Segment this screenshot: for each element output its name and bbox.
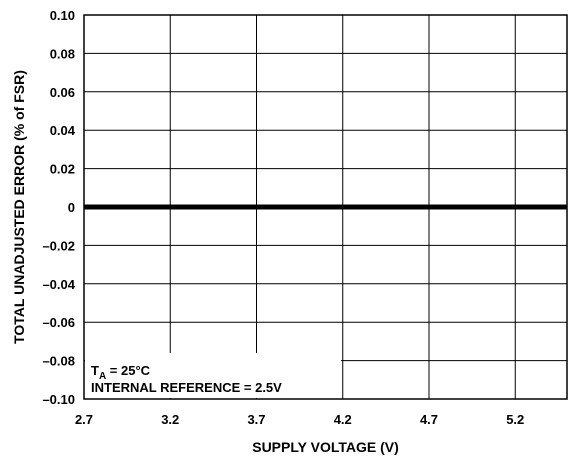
y-tick-label: 0.10 [50,8,75,23]
y-tick-label: 0 [68,200,75,215]
annotation-box: TA = 25°C INTERNAL REFERENCE = 2.5V [85,353,341,398]
y-tick-label: –0.06 [42,315,75,330]
x-tick-label: 2.7 [75,412,93,427]
x-tick-label: 3.2 [161,412,179,427]
y-tick-label: 0.04 [50,123,76,138]
y-tick-label: –0.02 [42,238,75,253]
annotation-temperature: TA = 25°C [91,363,151,382]
x-axis-title: SUPPLY VOLTAGE (V) [252,439,399,455]
y-tick-label: –0.08 [42,354,75,369]
annotation-background [85,353,341,398]
annotation-reference: INTERNAL REFERENCE = 2.5V [91,380,282,395]
x-tick-labels: 2.7 3.2 3.7 4.2 4.7 5.2 [75,412,524,427]
x-tick-label: 5.2 [506,412,524,427]
x-tick-label: 4.2 [334,412,352,427]
y-tick-label: –0.04 [42,277,75,292]
y-tick-label: 0.06 [50,85,75,100]
y-axis-title: TOTAL UNADJUSTED ERROR (% of FSR) [11,70,27,344]
y-tick-label: 0.02 [50,162,75,177]
plot-frame [83,14,568,400]
x-tick-label: 4.7 [420,412,438,427]
y-tick-labels: 0.10 0.08 0.06 0.04 0.02 0 –0.02 –0.04 –0.06 –0.0… [42,8,75,407]
x-tick-label: 3.7 [247,412,265,427]
y-tick-label: –0.10 [42,392,75,407]
y-tick-label: 0.08 [50,46,75,61]
